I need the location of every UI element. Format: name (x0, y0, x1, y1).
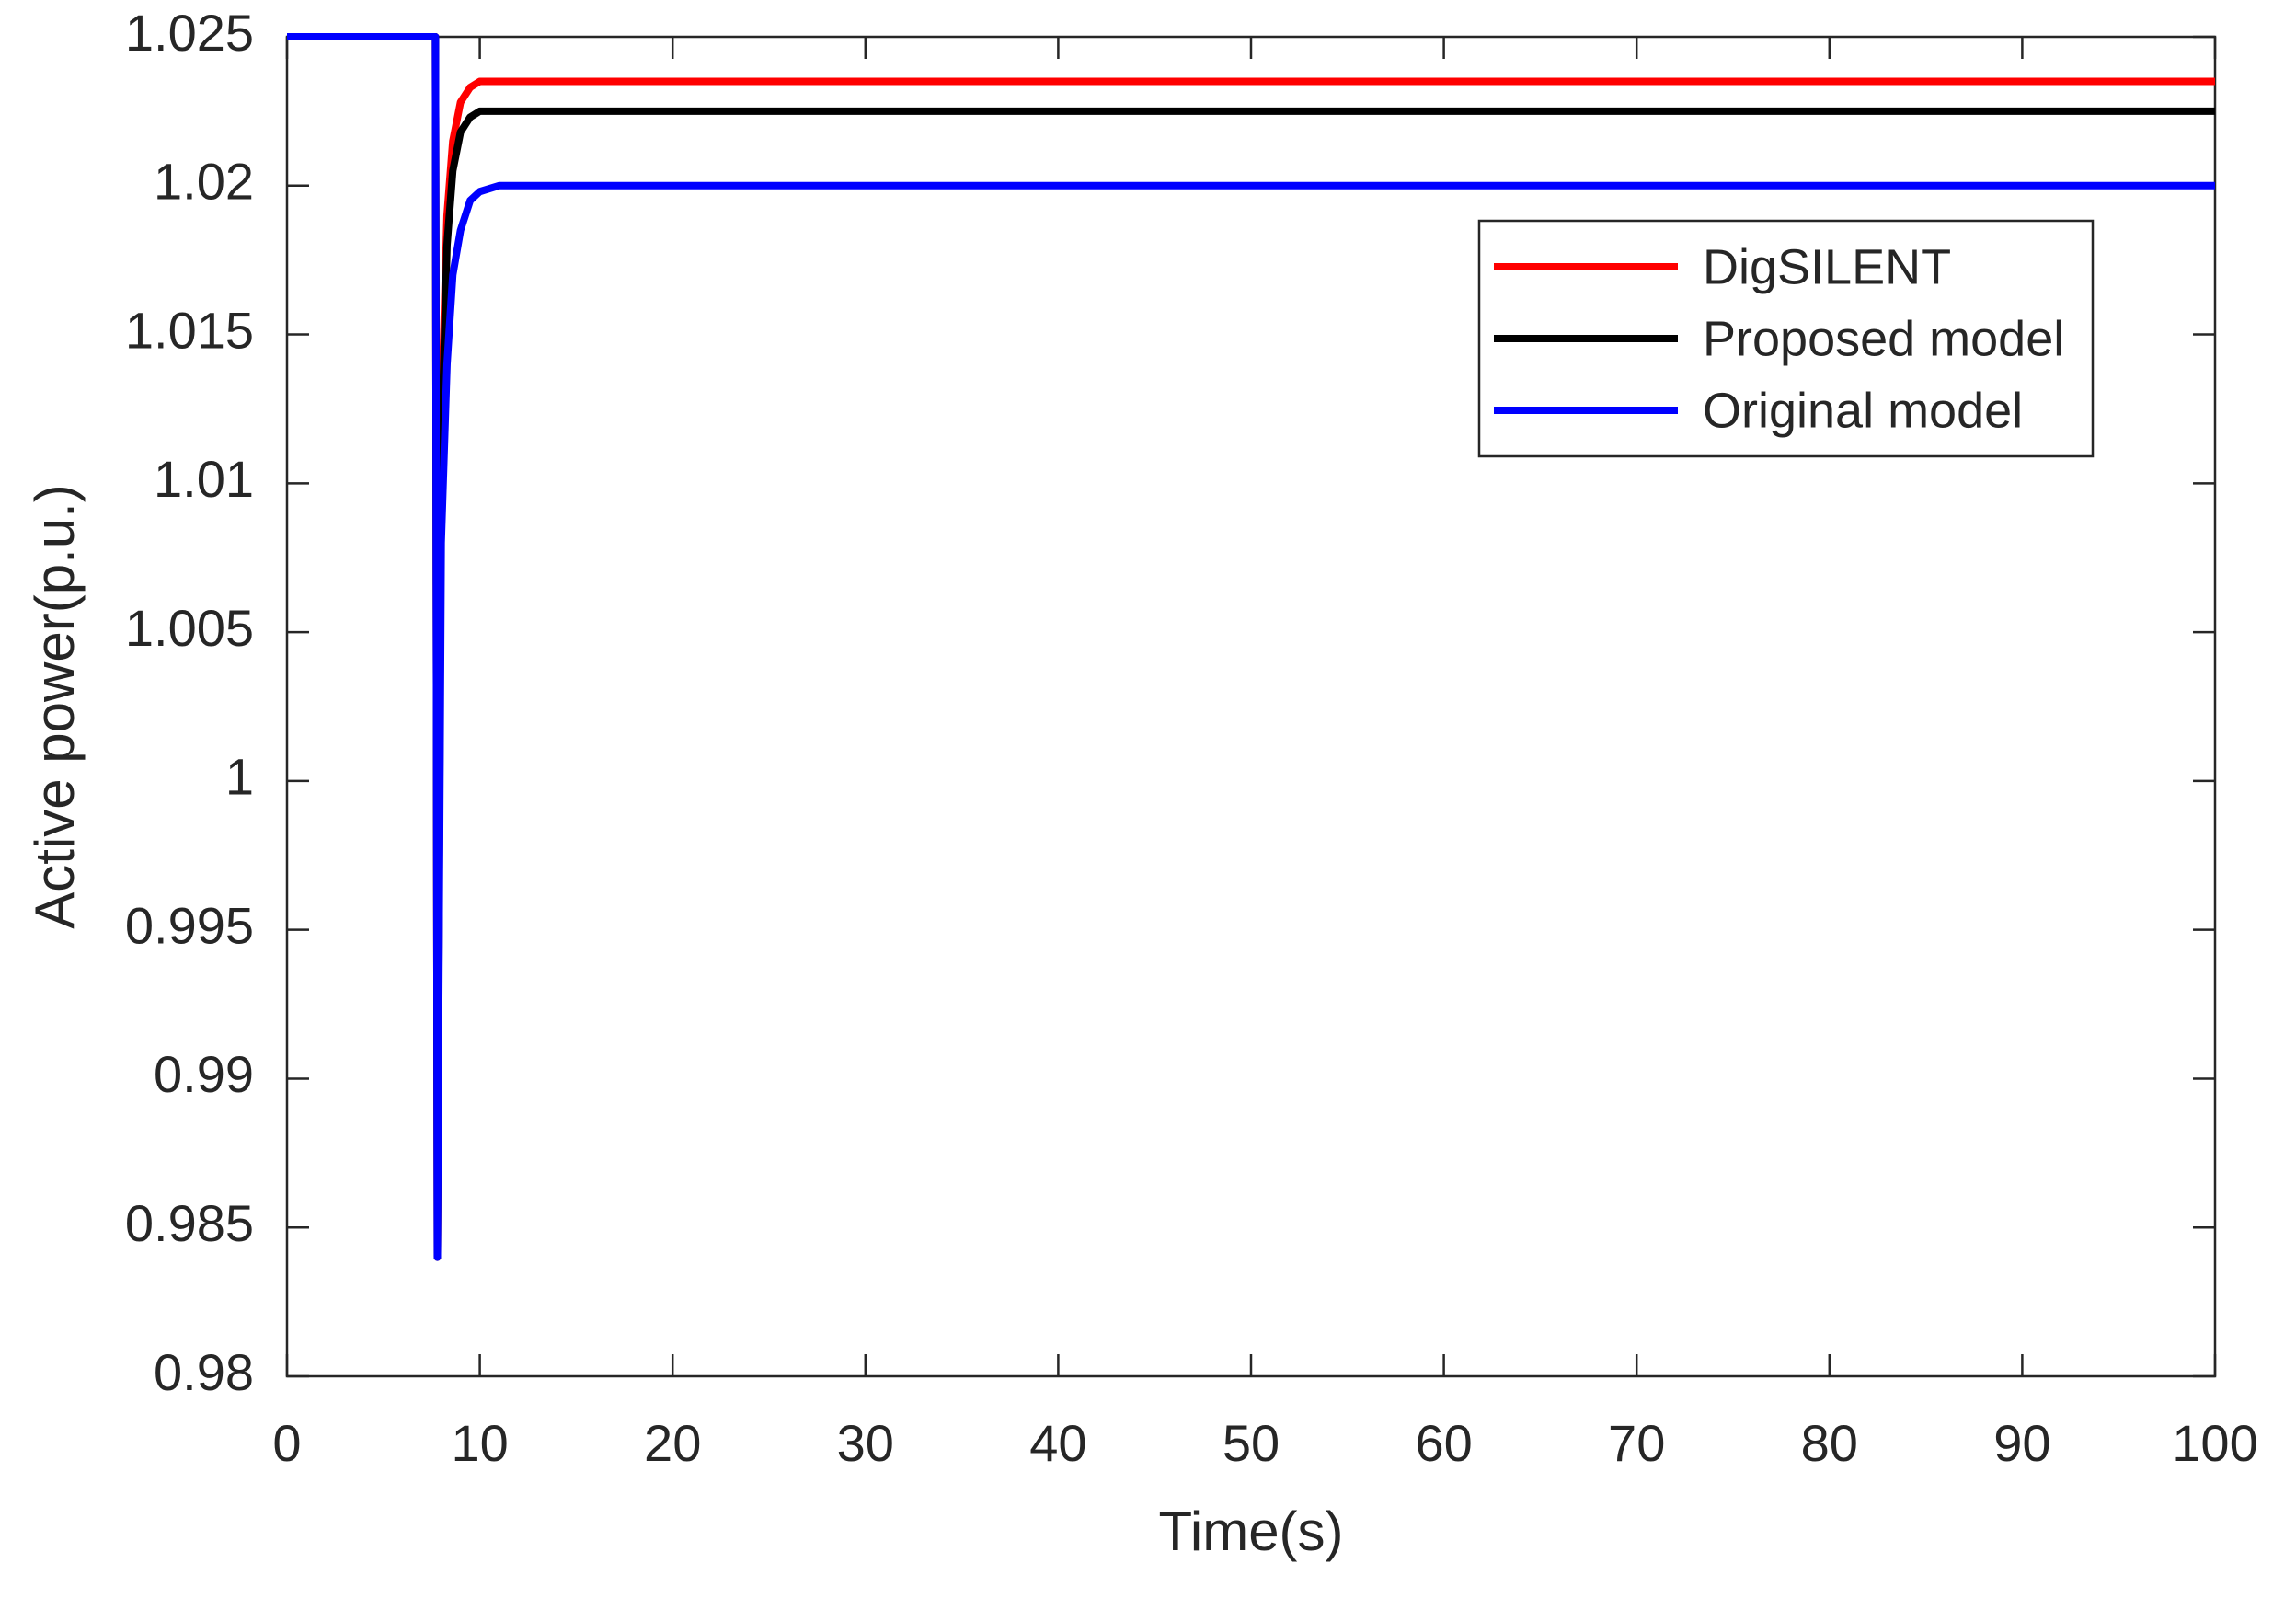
y-axis-label: Active power(p.u.) (24, 484, 86, 929)
y-tick-label: 0.99 (154, 1045, 254, 1103)
x-tick-label: 0 (272, 1414, 301, 1472)
x-tick-label: 70 (1608, 1414, 1665, 1472)
legend-label: Proposed model (1703, 311, 2064, 366)
y-tick-label: 1.025 (125, 4, 254, 62)
y-tick-label: 0.995 (125, 896, 254, 954)
x-tick-label: 60 (1415, 1414, 1472, 1472)
x-tick-label: 10 (451, 1414, 508, 1472)
x-tick-label: 90 (1993, 1414, 2050, 1472)
series-line (287, 33, 2215, 1261)
x-tick-label: 50 (1223, 1414, 1280, 1472)
x-tick-label: 30 (837, 1414, 894, 1472)
x-tick-label: 100 (2172, 1414, 2257, 1472)
y-tick-label: 1.02 (154, 153, 254, 211)
x-tick-label: 20 (644, 1414, 701, 1472)
y-tick-label: 0.98 (154, 1343, 254, 1401)
legend-label: DigSILENT (1703, 239, 1951, 294)
y-tick-label: 1.005 (125, 599, 254, 657)
y-tick-label: 1.015 (125, 301, 254, 359)
legend-label: Original model (1703, 383, 2023, 438)
y-tick-label: 1.01 (154, 450, 254, 508)
y-tick-label: 0.985 (125, 1194, 254, 1252)
x-tick-label: 80 (1801, 1414, 1858, 1472)
y-tick-label: 1 (225, 748, 254, 806)
x-axis-label: Time(s) (1158, 1500, 1343, 1562)
x-tick-label: 40 (1029, 1414, 1086, 1472)
